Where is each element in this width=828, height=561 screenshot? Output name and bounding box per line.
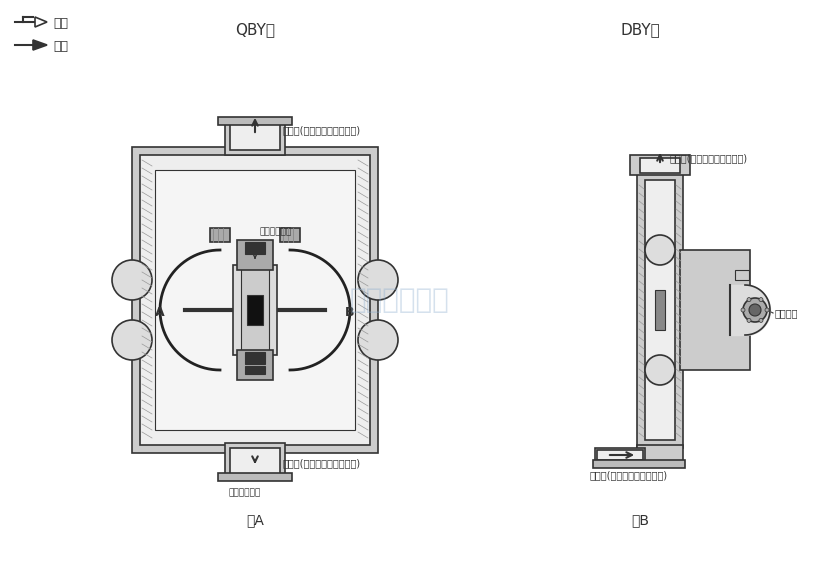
Text: 图B: 图B [630, 513, 648, 527]
Bar [132, 147, 378, 453]
Bar [237, 240, 272, 270]
Bar [679, 250, 749, 370]
Bar [224, 443, 285, 478]
Circle shape [758, 297, 762, 302]
Text: 液流: 液流 [53, 39, 68, 53]
Text: 图A: 图A [246, 513, 263, 527]
Bar [233, 265, 277, 355]
Bar [229, 448, 280, 478]
Bar [229, 120, 280, 150]
Circle shape [644, 355, 674, 385]
Circle shape [748, 304, 760, 316]
Bar [629, 155, 689, 175]
Bar [245, 242, 265, 254]
Circle shape [740, 308, 744, 312]
Text: 泵进口(螺纹联接或法兰联接): 泵进口(螺纹联接或法兰联接) [282, 458, 361, 468]
Bar [734, 270, 748, 280]
Bar [140, 155, 369, 445]
Circle shape [358, 320, 397, 360]
Bar [245, 366, 265, 374]
Bar [280, 228, 300, 242]
Text: 连杆机构: 连杆机构 [774, 308, 797, 318]
Bar [237, 350, 272, 380]
Circle shape [742, 298, 766, 322]
Bar [639, 158, 679, 173]
Bar [247, 295, 262, 325]
Bar [592, 460, 684, 468]
Text: 压缩空气出口: 压缩空气出口 [260, 228, 292, 237]
Text: 永嘉龙洋泵阀: 永嘉龙洋泵阀 [349, 286, 450, 314]
Polygon shape [33, 40, 47, 50]
Bar [155, 170, 354, 430]
Text: A: A [155, 306, 165, 319]
Text: 泵出口(螺纹联接或法兰联接): 泵出口(螺纹联接或法兰联接) [669, 153, 747, 163]
Text: QBY型: QBY型 [234, 22, 275, 38]
Bar [209, 228, 229, 242]
Bar [644, 180, 674, 440]
Circle shape [746, 297, 750, 302]
Bar [241, 268, 268, 352]
Text: B: B [344, 306, 354, 319]
Text: 压缩空气进口: 压缩空气进口 [229, 489, 261, 498]
Polygon shape [35, 17, 47, 27]
Circle shape [644, 235, 674, 265]
Circle shape [758, 319, 762, 323]
Bar [654, 290, 664, 330]
Text: 泵出口(螺纹联接或法兰联接): 泵出口(螺纹联接或法兰联接) [282, 125, 361, 135]
Circle shape [112, 320, 152, 360]
Circle shape [746, 319, 750, 323]
Bar [245, 352, 265, 364]
Bar [224, 120, 285, 155]
Text: 泵进口(螺纹联接或法兰联接): 泵进口(螺纹联接或法兰联接) [590, 470, 667, 480]
Circle shape [358, 260, 397, 300]
Bar [218, 473, 291, 481]
Text: DBY型: DBY型 [619, 22, 659, 38]
Bar [596, 450, 643, 460]
Bar [636, 172, 682, 448]
Circle shape [764, 308, 768, 312]
Text: 气流: 气流 [53, 16, 68, 30]
Bar [636, 445, 682, 465]
Circle shape [112, 260, 152, 300]
Bar [218, 117, 291, 125]
Bar [595, 448, 644, 462]
